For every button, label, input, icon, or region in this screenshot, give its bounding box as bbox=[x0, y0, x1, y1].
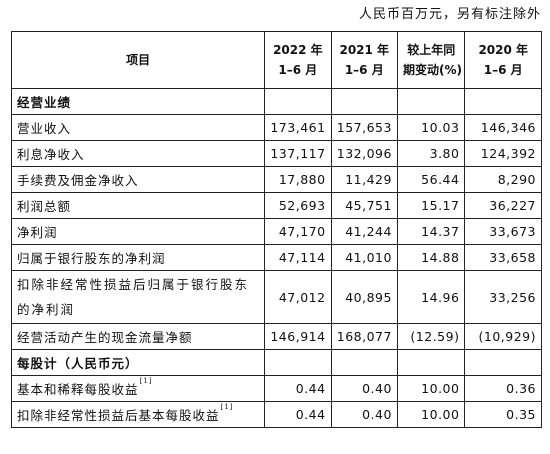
header-2020-year: 2020 年 bbox=[478, 43, 529, 57]
table-row: 营业收入 173,461 157,653 10.03 146,346 bbox=[10, 114, 542, 141]
header-change-line1: 较上年同 bbox=[407, 43, 456, 57]
value-change: 3.80 bbox=[396, 140, 466, 167]
value-2020: 0.35 bbox=[464, 401, 542, 428]
value-2022: 146,914 bbox=[264, 323, 332, 350]
row-label: 利息净收入 bbox=[10, 140, 266, 167]
value-change: 10.00 bbox=[396, 401, 466, 428]
value-change: 15.17 bbox=[396, 192, 466, 219]
value-change: 14.37 bbox=[396, 218, 466, 245]
table-row: 归属于银行股东的净利润 47,114 41,010 14.88 33,658 bbox=[10, 244, 542, 271]
table-header-row: 项目 2022 年 1–6 月 2021 年 1–6 月 较上年同 期变动(%)… bbox=[10, 31, 542, 89]
value-2021: 40,895 bbox=[330, 270, 398, 324]
value-2020: 33,673 bbox=[464, 218, 542, 245]
header-2021: 2021 年 1–6 月 bbox=[330, 31, 398, 89]
value-2021: 41,244 bbox=[330, 218, 398, 245]
row-label: 归属于银行股东的净利润 bbox=[10, 244, 266, 271]
value-2022: 0.44 bbox=[264, 401, 332, 428]
value-2020: (10,929) bbox=[464, 323, 542, 350]
value-2020: 0.36 bbox=[464, 375, 542, 402]
row-label: 手续费及佣金净收入 bbox=[10, 166, 266, 193]
header-2022: 2022 年 1–6 月 bbox=[264, 31, 332, 89]
header-2021-period: 1–6 月 bbox=[344, 63, 384, 77]
table-row: 扣除非经常性损益后归属于银行股东的净利润 47,012 40,895 14.96… bbox=[10, 270, 542, 324]
value-2020: 36,227 bbox=[464, 192, 542, 219]
value-2020: 146,346 bbox=[464, 114, 542, 141]
table-row: 利息净收入 137,117 132,096 3.80 124,392 bbox=[10, 140, 542, 167]
header-2020-period: 1–6 月 bbox=[483, 63, 523, 77]
value-2020: 33,658 bbox=[464, 244, 542, 271]
value-2021: 0.40 bbox=[330, 401, 398, 428]
header-item: 项目 bbox=[10, 31, 266, 89]
value-2021: 132,096 bbox=[330, 140, 398, 167]
header-2022-year: 2022 年 bbox=[273, 43, 323, 57]
value-2022: 17,880 bbox=[264, 166, 332, 193]
value-2021: 41,010 bbox=[330, 244, 398, 271]
value-2022: 47,012 bbox=[264, 270, 332, 324]
row-label: 经营活动产生的现金流量净额 bbox=[10, 323, 266, 350]
value-2022: 47,170 bbox=[264, 218, 332, 245]
footnote-marker: [1] bbox=[220, 403, 234, 411]
footnote-marker: [1] bbox=[139, 377, 153, 385]
table-row: 基本和稀释每股收益[1] 0.44 0.40 10.00 0.36 bbox=[10, 375, 542, 402]
row-label: 扣除非经常性损益后基本每股收益[1] bbox=[10, 401, 266, 428]
section-title-per-share: 每股计（人民币元） bbox=[10, 349, 266, 376]
section-row-per-share: 每股计（人民币元） bbox=[10, 349, 542, 376]
value-change: 56.44 bbox=[396, 166, 466, 193]
value-change: 14.96 bbox=[396, 270, 466, 324]
header-change-line2: 期变动(%) bbox=[402, 63, 462, 77]
value-2022: 52,693 bbox=[264, 192, 332, 219]
value-2020: 124,392 bbox=[464, 140, 542, 167]
value-2021: 168,077 bbox=[330, 323, 398, 350]
table-row: 扣除非经常性损益后基本每股收益[1] 0.44 0.40 10.00 0.35 bbox=[10, 401, 542, 428]
unit-note: 人民币百万元，另有标注除外 bbox=[358, 7, 541, 22]
value-2021: 157,653 bbox=[330, 114, 398, 141]
value-2021: 45,751 bbox=[330, 192, 398, 219]
value-2022: 173,461 bbox=[264, 114, 332, 141]
table-row: 经营活动产生的现金流量净额 146,914 168,077 (12.59) (1… bbox=[10, 323, 542, 350]
header-change: 较上年同 期变动(%) bbox=[396, 31, 466, 89]
value-2020: 33,256 bbox=[464, 270, 542, 324]
row-label: 扣除非经常性损益后归属于银行股东的净利润 bbox=[10, 270, 266, 324]
row-label-text: 扣除非经常性损益后基本每股收益 bbox=[17, 408, 220, 423]
section-title-operating: 经营业绩 bbox=[10, 88, 266, 115]
row-label: 营业收入 bbox=[10, 114, 266, 141]
value-change: 14.88 bbox=[396, 244, 466, 271]
header-2022-period: 1–6 月 bbox=[278, 63, 318, 77]
value-2022: 47,114 bbox=[264, 244, 332, 271]
value-change: 10.00 bbox=[396, 375, 466, 402]
row-label: 基本和稀释每股收益[1] bbox=[10, 375, 266, 402]
header-2020: 2020 年 1–6 月 bbox=[464, 31, 542, 89]
value-2021: 0.40 bbox=[330, 375, 398, 402]
value-2020: 8,290 bbox=[464, 166, 542, 193]
table-row: 手续费及佣金净收入 17,880 11,429 56.44 8,290 bbox=[10, 166, 542, 193]
table-row: 净利润 47,170 41,244 14.37 33,673 bbox=[10, 218, 542, 245]
row-label-text: 基本和稀释每股收益 bbox=[17, 382, 139, 397]
value-change: (12.59) bbox=[396, 323, 466, 350]
value-change: 10.03 bbox=[396, 114, 466, 141]
value-2022: 137,117 bbox=[264, 140, 332, 167]
financial-summary-table: 项目 2022 年 1–6 月 2021 年 1–6 月 较上年同 期变动(%)… bbox=[10, 31, 542, 428]
header-2021-year: 2021 年 bbox=[339, 43, 390, 57]
value-2021: 11,429 bbox=[330, 166, 398, 193]
section-row-operating: 经营业绩 bbox=[10, 88, 542, 115]
table-row: 利润总额 52,693 45,751 15.17 36,227 bbox=[10, 192, 542, 219]
row-label: 利润总额 bbox=[10, 192, 266, 219]
value-2022: 0.44 bbox=[264, 375, 332, 402]
row-label: 净利润 bbox=[10, 218, 266, 245]
